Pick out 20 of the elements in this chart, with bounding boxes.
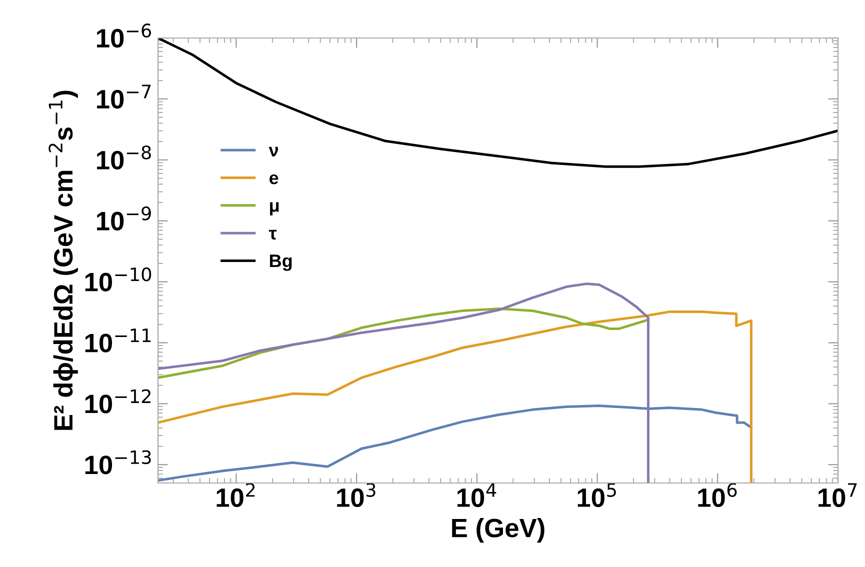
y-tick-label: 10$^{−7}$ — [97, 84, 151, 109]
legend-label: Bg — [270, 254, 292, 271]
y-tick-label: 10$^{−13}$ — [85, 450, 151, 474]
legend-label: τ — [268, 230, 277, 240]
legend-label: ν — [268, 146, 278, 156]
y-tick-label: 10$^{−8}$ — [97, 145, 151, 170]
y-axis-title: E² dϕ/dEdΩ (GeV cm$^{−2}$s$^{−1}$) — [48, 90, 78, 430]
x-tick-label: 10$^{6}$ — [698, 482, 737, 508]
x-tick-label: 10$^{2}$ — [216, 482, 255, 508]
y-tick-label: 10$^{−12}$ — [85, 389, 150, 414]
y-tick-label: 10$^{−11}$ — [85, 328, 151, 352]
x-axis-title: E (GeV) — [452, 518, 544, 543]
y-tick-label: 10$^{−10}$ — [85, 267, 152, 292]
x-tick-label: 10$^{4}$ — [457, 483, 496, 508]
x-tick-label: 10$^{7}$ — [818, 483, 857, 508]
y-tick-label: 10$^{−6}$ — [97, 24, 152, 48]
legend-label: μ — [270, 202, 279, 216]
legend-label: e — [270, 174, 278, 184]
y-tick-label: 10$^{−9}$ — [97, 206, 151, 230]
x-tick-label: 10$^{3}$ — [337, 482, 376, 508]
